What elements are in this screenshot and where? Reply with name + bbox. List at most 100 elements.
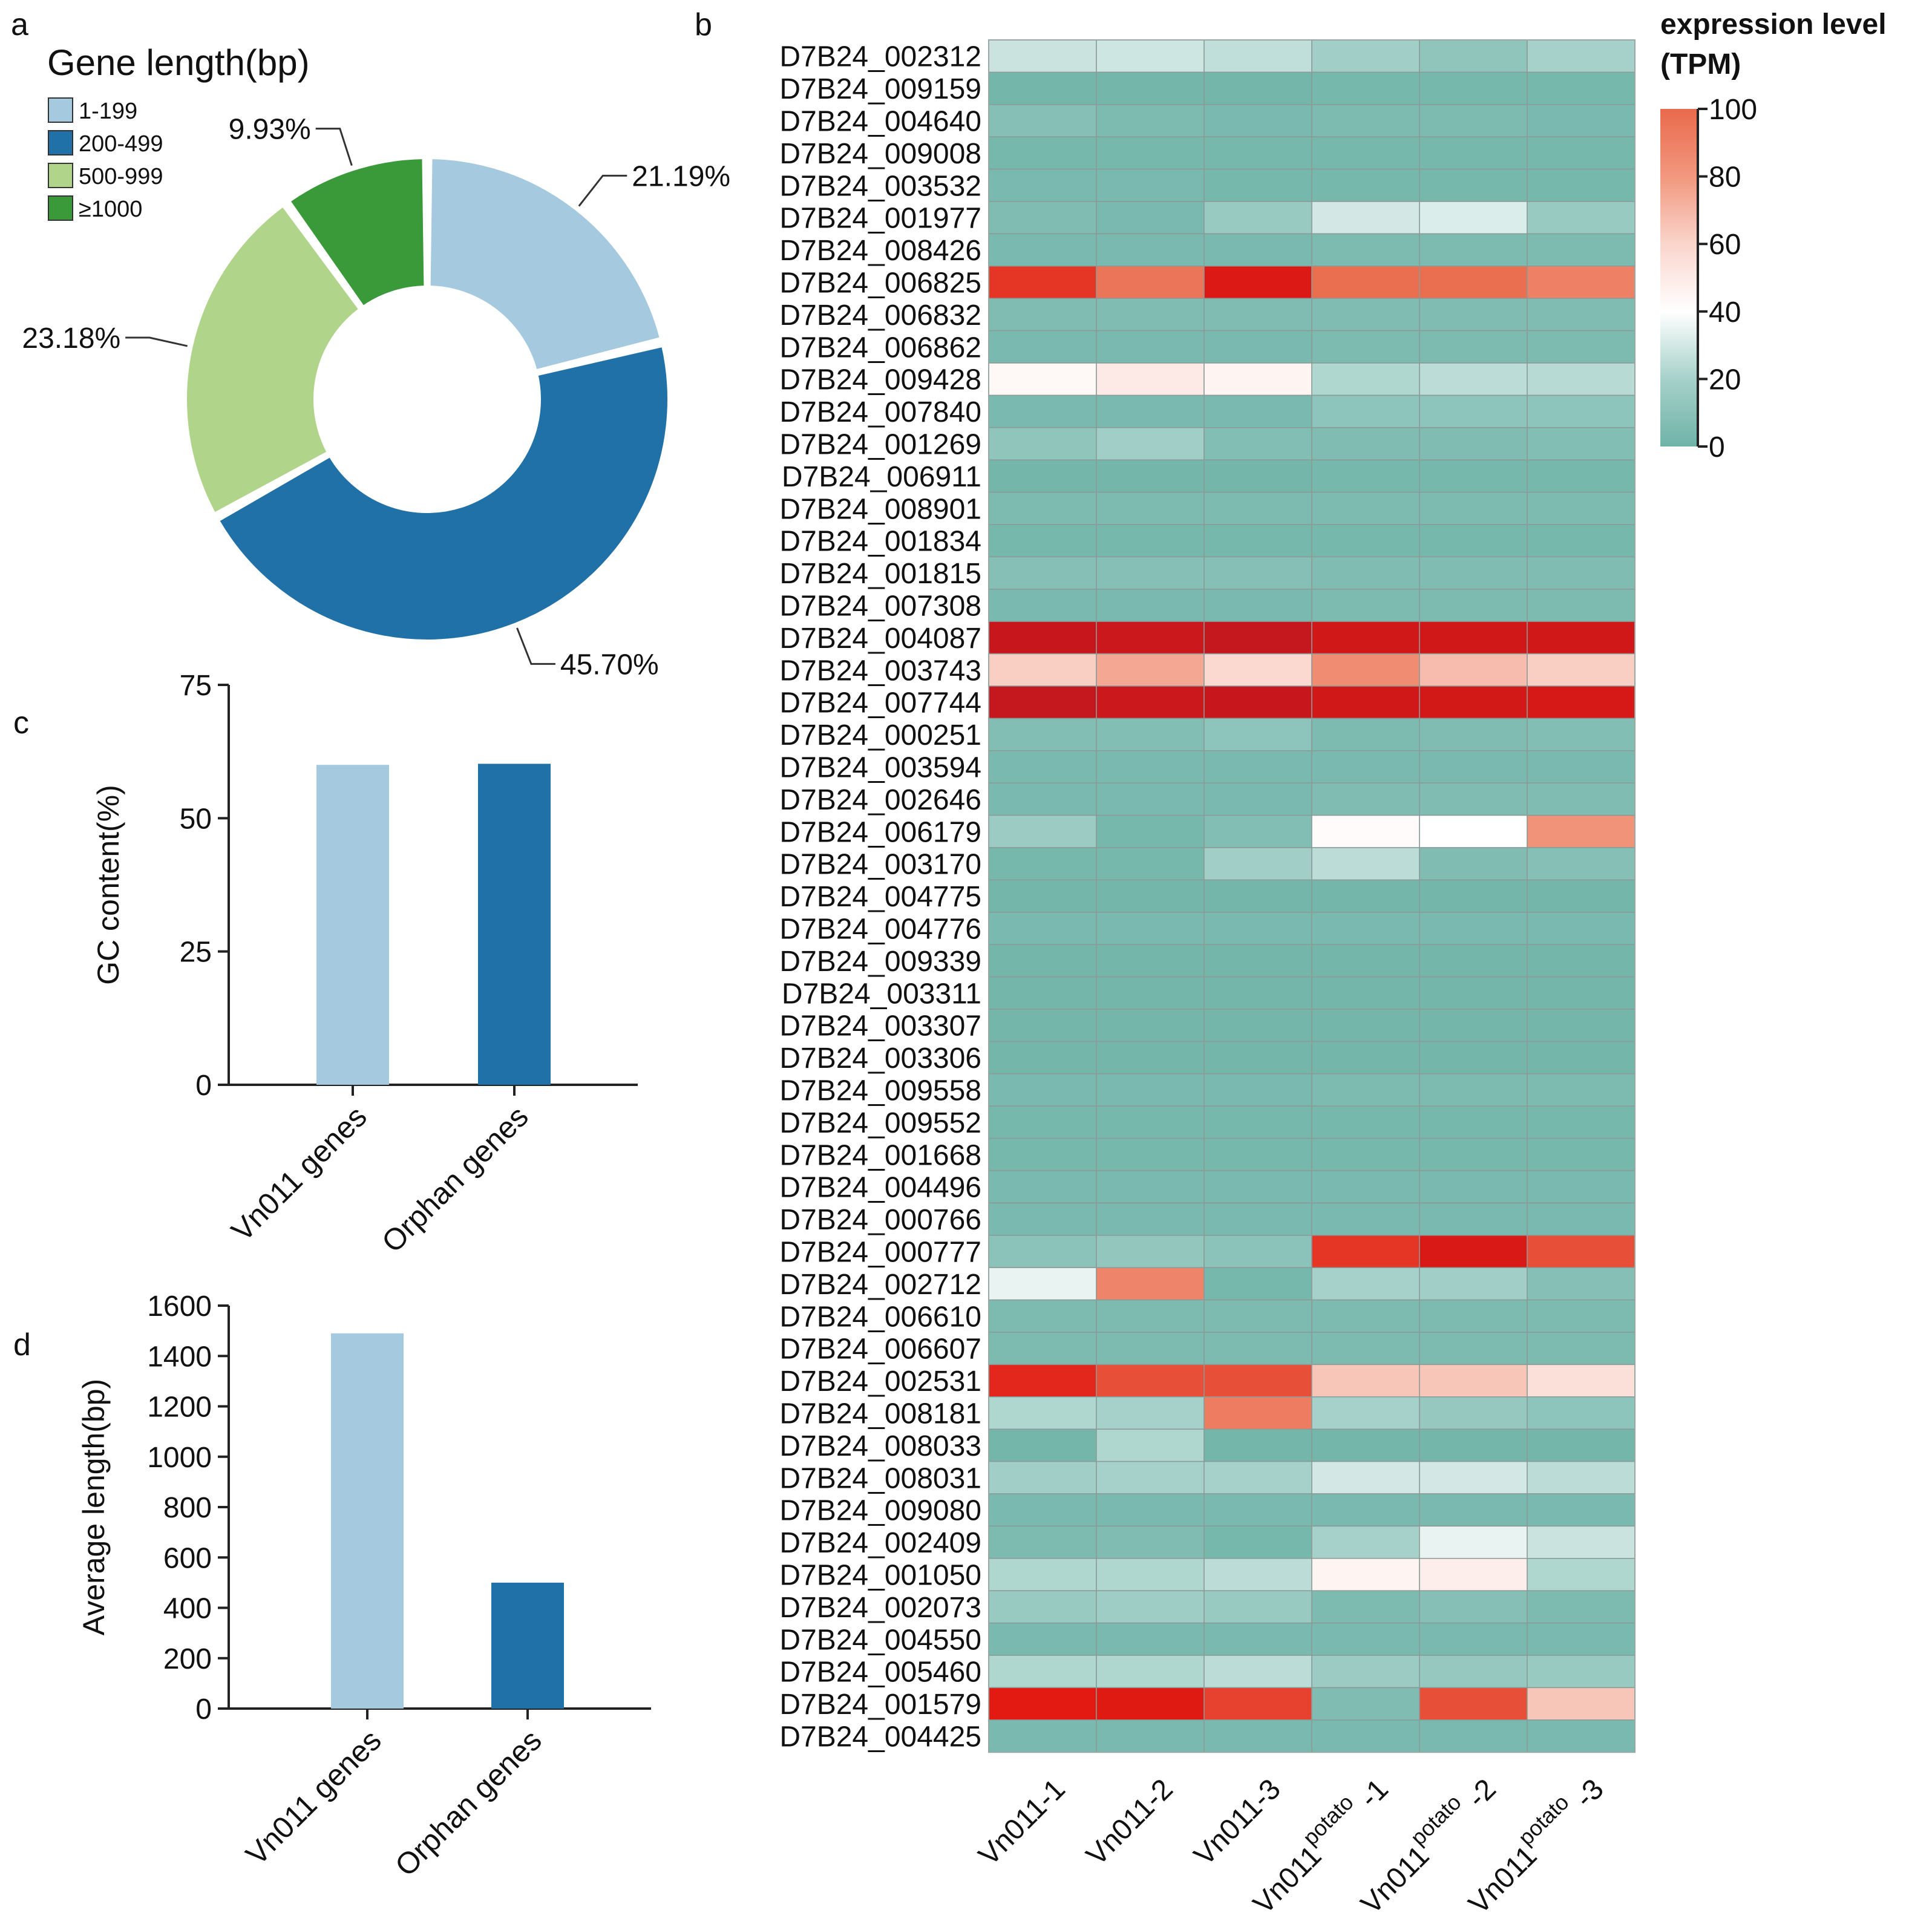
legend-swatch-1	[48, 130, 73, 155]
heatmap-cell	[1527, 1267, 1636, 1301]
heatmap-row-label: D7B24_006179	[779, 816, 981, 848]
heatmap-cell	[1096, 1493, 1205, 1527]
heatmap-cell	[1311, 1137, 1420, 1171]
heatmap-cell	[1203, 1235, 1312, 1268]
heatmap-row-label: D7B24_009159	[779, 73, 981, 105]
heatmap-cell	[988, 427, 1097, 460]
heatmap-row-label: D7B24_002312	[779, 41, 981, 73]
heatmap-cell	[1419, 298, 1528, 332]
heatmap-cell	[1096, 491, 1205, 525]
heatmap-cell	[1203, 1558, 1312, 1591]
heatmap-cell	[988, 330, 1097, 364]
heatmap-cell	[1203, 104, 1312, 137]
y-tick-label: 800	[163, 1492, 212, 1524]
heatmap-cell	[988, 1235, 1097, 1268]
heatmap-cell	[1311, 1558, 1420, 1591]
heatmap-cell	[1419, 750, 1528, 783]
x-tick-label-1: Orphan genes	[375, 1099, 535, 1259]
heatmap-cell	[1527, 782, 1636, 816]
y-tick-label: 200	[163, 1643, 212, 1675]
heatmap-cell	[988, 718, 1097, 751]
heatmap-cell	[988, 1428, 1097, 1462]
heatmap-cell	[988, 1655, 1097, 1689]
heatmap-cell	[1096, 718, 1205, 751]
colorbar-tick-label: 80	[1709, 162, 1741, 194]
bar-chart-gc-content: 0 25 50 75 GC content(%) Vn011 genes Orphan ge…	[91, 670, 638, 1259]
heatmap-cell	[1096, 1396, 1205, 1430]
heatmap-cell	[1527, 1202, 1636, 1236]
heatmap-cell	[1311, 847, 1420, 881]
heatmap-row-label: D7B24_003743	[779, 655, 981, 687]
colorbar-title-line2: (TPM)	[1660, 48, 1741, 80]
heatmap-row-label: D7B24_002531	[779, 1366, 981, 1398]
heatmap-cell	[1096, 1137, 1205, 1171]
heatmap-cells	[988, 39, 1636, 1753]
donut-leader-3	[315, 128, 353, 166]
heatmap-cell	[1203, 233, 1312, 267]
heatmap-cell	[1311, 1719, 1420, 1753]
heatmap-row-label: D7B24_006607	[779, 1333, 981, 1366]
heatmap-cell	[1419, 1073, 1528, 1107]
heatmap-cell	[1096, 1332, 1205, 1366]
heatmap-cell	[1527, 1170, 1636, 1204]
heatmap-cell	[1419, 104, 1528, 137]
heatmap-cell	[1527, 394, 1636, 428]
heatmap-cell	[1096, 168, 1205, 202]
heatmap-cell	[1527, 1687, 1636, 1721]
heatmap-cell	[1419, 653, 1528, 687]
heatmap-cell	[988, 879, 1097, 913]
heatmap-cell	[1311, 912, 1420, 945]
colorbar-tick-label: 40	[1709, 296, 1741, 329]
heatmap-cell	[1311, 1299, 1420, 1333]
heatmap-cell	[988, 298, 1097, 332]
heatmap-cell	[1311, 71, 1420, 105]
heatmap-cell	[1096, 589, 1205, 622]
heatmap-cell	[1203, 1137, 1312, 1171]
heatmap-cell	[1527, 653, 1636, 687]
heatmap-cell	[1527, 459, 1636, 493]
heatmap-cell	[1096, 71, 1205, 105]
heatmap-cell	[988, 782, 1097, 816]
heatmap-cell	[988, 1558, 1097, 1591]
heatmap-cell	[1527, 298, 1636, 332]
heatmap-cell	[1419, 136, 1528, 170]
legend-label-0: 1-199	[79, 99, 137, 124]
heatmap-cell	[1203, 201, 1312, 235]
heatmap-cell	[1419, 266, 1528, 299]
heatmap-cell	[1419, 394, 1528, 428]
heatmap-cell	[1311, 750, 1420, 783]
heatmap-cell	[1311, 685, 1420, 719]
heatmap-cell	[1311, 944, 1420, 978]
heatmap-cell	[1311, 1267, 1420, 1301]
heatmap-cell	[1096, 1719, 1205, 1753]
heatmap-cell	[1203, 298, 1312, 332]
heatmap-cell	[1203, 814, 1312, 848]
heatmap-cell	[1096, 976, 1205, 1010]
heatmap-cell	[1096, 1687, 1205, 1721]
heatmap-cell	[1311, 427, 1420, 460]
heatmap-cell	[988, 944, 1097, 978]
heatmap-cell	[1311, 621, 1420, 655]
heatmap-cell	[1203, 71, 1312, 105]
heatmap-cell	[988, 976, 1097, 1010]
heatmap-cell	[1096, 1461, 1205, 1494]
heatmap-cell	[1311, 1493, 1420, 1527]
heatmap-cell	[1419, 1235, 1528, 1268]
heatmap-cell	[1203, 491, 1312, 525]
panel-label-b: b	[695, 7, 712, 42]
heatmap-cell	[1311, 879, 1420, 913]
heatmap-cell	[1203, 1525, 1312, 1559]
heatmap-row-label: D7B24_006610	[779, 1301, 981, 1333]
heatmap-row-label: D7B24_008426	[779, 235, 981, 267]
heatmap-cell	[1096, 362, 1205, 396]
heatmap-cell	[1311, 1170, 1420, 1204]
x-tick-label-0: Vn011 genes	[239, 1723, 387, 1871]
heatmap-cell	[1311, 459, 1420, 493]
donut-title: Gene length(bp)	[47, 42, 310, 83]
heatmap-cell	[988, 1622, 1097, 1656]
heatmap-cell	[1419, 912, 1528, 945]
heatmap-row-label: D7B24_008901	[779, 493, 981, 525]
y-axis-label: Average length(bp)	[77, 1379, 111, 1635]
heatmap-column-label-0: Vn011-1	[972, 1773, 1071, 1872]
